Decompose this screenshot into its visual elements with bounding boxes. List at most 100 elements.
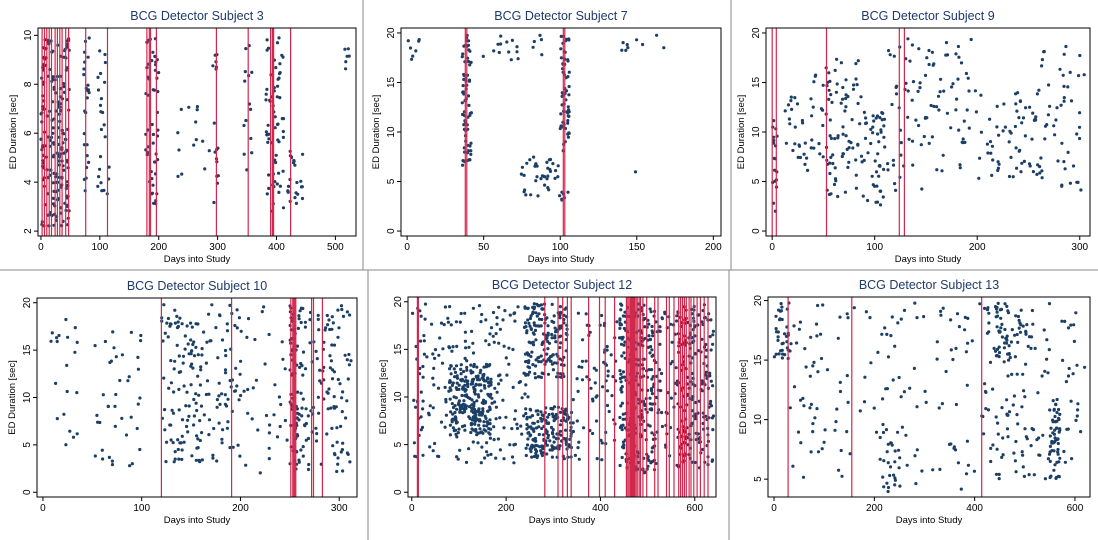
data-point: [802, 152, 806, 156]
data-point: [659, 371, 664, 376]
data-point: [648, 307, 652, 311]
data-point: [151, 132, 155, 137]
data-point: [646, 345, 651, 349]
data-point: [1051, 420, 1055, 424]
data-point: [995, 125, 999, 129]
data-point: [1007, 358, 1011, 362]
data-point: [223, 402, 227, 406]
data-point: [599, 438, 603, 442]
data-point: [1016, 340, 1020, 344]
data-point: [172, 460, 176, 464]
data-point: [87, 36, 91, 40]
data-point: [205, 340, 209, 344]
x-tick-label: 100: [866, 242, 883, 253]
data-point: [1055, 426, 1059, 430]
data-point: [657, 368, 662, 372]
data-point: [530, 446, 534, 450]
data-point: [103, 80, 107, 84]
data-point: [470, 329, 474, 333]
data-point: [829, 93, 833, 97]
data-point: [497, 305, 501, 309]
data-point: [650, 368, 654, 372]
data-point: [194, 458, 198, 462]
data-point: [950, 85, 954, 89]
data-point: [507, 362, 511, 366]
data-point: [411, 54, 415, 58]
data-point: [1030, 137, 1034, 141]
data-point: [273, 115, 277, 119]
data-point: [511, 347, 515, 352]
data-point: [471, 351, 476, 355]
data-point: [406, 39, 410, 43]
data-point: [102, 188, 106, 192]
data-point: [986, 151, 990, 155]
data-point: [626, 46, 630, 50]
data-point: [1061, 73, 1065, 77]
data-point: [297, 317, 301, 321]
data-point: [476, 408, 481, 413]
data-point: [285, 438, 289, 442]
data-point: [540, 413, 544, 417]
data-point: [1052, 124, 1056, 128]
data-point: [1037, 453, 1041, 457]
data-point: [1021, 372, 1025, 376]
data-point: [267, 137, 271, 141]
data-point: [151, 183, 155, 187]
data-point: [447, 380, 452, 384]
data-point: [845, 430, 849, 434]
data-point: [533, 376, 538, 380]
data-point: [497, 341, 501, 345]
data-point: [862, 400, 867, 404]
data-point: [534, 448, 538, 452]
data-point: [1020, 405, 1024, 409]
data-point: [448, 433, 452, 437]
data-point: [960, 140, 964, 144]
data-point: [562, 457, 566, 461]
data-point: [827, 88, 831, 92]
chart-panel-1: BCG Detector Subject 30 100 200 300 400 50024…: [8, 9, 357, 265]
data-point: [776, 335, 780, 339]
data-point: [98, 155, 103, 159]
data-point: [449, 372, 453, 376]
data-point: [330, 327, 334, 331]
data-point: [482, 420, 486, 424]
x-tick-label: 400: [592, 503, 609, 514]
data-point: [1070, 457, 1074, 461]
data-point: [112, 346, 116, 350]
data-point: [191, 342, 195, 347]
data-point: [494, 332, 498, 336]
data-point: [522, 173, 526, 177]
data-point: [280, 53, 284, 57]
data-point: [709, 404, 714, 408]
data-point: [537, 432, 541, 437]
data-point: [446, 316, 450, 320]
data-point: [793, 142, 797, 146]
data-point: [497, 382, 501, 386]
data-point: [345, 358, 349, 362]
data-point: [697, 313, 701, 317]
data-point: [483, 386, 487, 390]
data-point: [103, 339, 107, 344]
data-point: [957, 128, 961, 132]
data-point: [925, 56, 929, 60]
data-point: [463, 428, 467, 432]
data-point: [1004, 336, 1008, 340]
data-point: [885, 481, 889, 485]
data-point: [75, 391, 79, 395]
data-point: [235, 308, 239, 312]
data-point: [789, 95, 793, 99]
data-point: [1055, 410, 1059, 415]
data-point: [1072, 339, 1076, 343]
data-point: [488, 332, 492, 336]
data-point: [779, 302, 783, 306]
data-point: [196, 437, 200, 441]
x-tick-label: 50: [478, 242, 490, 253]
data-point: [908, 59, 912, 63]
data-point: [675, 319, 679, 323]
data-point: [1020, 450, 1024, 454]
data-point: [890, 443, 894, 447]
data-point: [839, 61, 844, 65]
data-point: [806, 168, 810, 172]
data-point: [788, 406, 792, 410]
data-point: [816, 450, 821, 454]
